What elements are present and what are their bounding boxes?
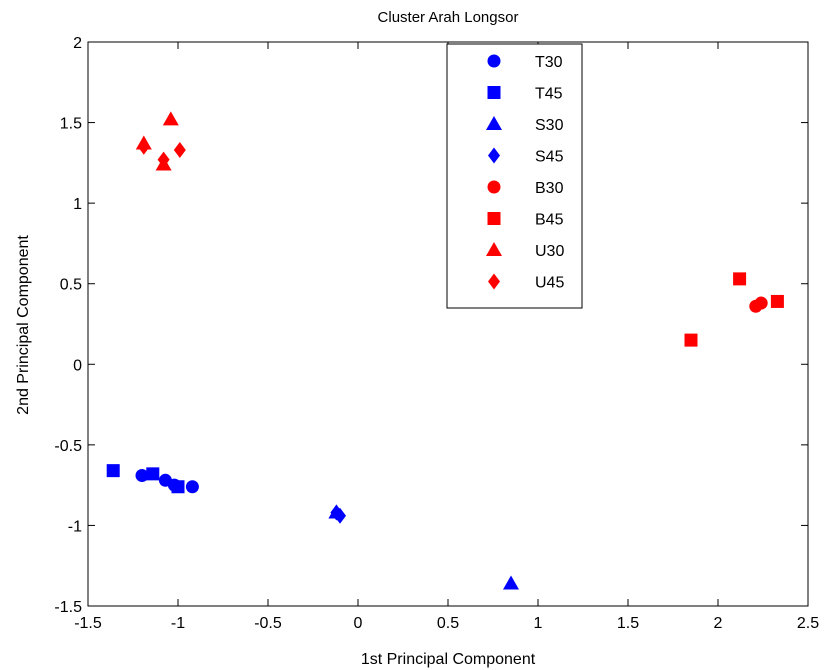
series-s45 bbox=[330, 504, 346, 524]
legend-box bbox=[446, 43, 583, 309]
legend-label: B30 bbox=[535, 180, 564, 197]
series-b30 bbox=[749, 296, 768, 313]
data-point-u45 bbox=[137, 138, 150, 155]
legend-label: T30 bbox=[535, 54, 563, 71]
x-tick-label: 0.5 bbox=[437, 615, 459, 632]
legend-label: U45 bbox=[535, 275, 564, 292]
series-u45 bbox=[137, 138, 186, 168]
legend-item: T45 bbox=[487, 86, 563, 103]
legend-label: S30 bbox=[535, 117, 564, 134]
x-tick-label: -0.5 bbox=[254, 615, 282, 632]
data-point-t45 bbox=[171, 480, 185, 494]
x-tick-label: -1.5 bbox=[74, 615, 102, 632]
legend-label: U30 bbox=[535, 243, 564, 260]
data-point-t30 bbox=[185, 480, 199, 494]
data-point-t45 bbox=[146, 467, 160, 481]
legend-label: S45 bbox=[535, 149, 564, 166]
data-point-b30 bbox=[754, 296, 768, 310]
legend-item: B30 bbox=[487, 180, 564, 197]
data-point-u30 bbox=[162, 111, 179, 126]
x-tick-label: 2 bbox=[714, 615, 723, 632]
y-tick-label: 2 bbox=[73, 35, 82, 52]
data-point-s45 bbox=[330, 504, 343, 521]
data-point-b45 bbox=[733, 272, 747, 286]
data-point-u45 bbox=[173, 141, 186, 158]
legend-item: U45 bbox=[488, 273, 564, 292]
x-tick-label: 1 bbox=[534, 615, 543, 632]
legend-item: S45 bbox=[488, 147, 564, 166]
legend-marker-s30 bbox=[486, 116, 502, 130]
legend-marker-s45 bbox=[488, 147, 500, 164]
data-point-s30 bbox=[503, 575, 519, 590]
series-t30 bbox=[135, 468, 199, 494]
legend-marker-b45 bbox=[487, 212, 501, 225]
data-point-b45 bbox=[770, 294, 784, 308]
legend: T30 T45 S30 S45 B30 B45 U30 U45 bbox=[446, 43, 583, 309]
legend-marker-t45 bbox=[487, 86, 501, 99]
x-tick-label: 1.5 bbox=[617, 615, 639, 632]
data-point-t45 bbox=[106, 464, 120, 478]
y-tick-label: -0.5 bbox=[54, 438, 82, 455]
y-tick-label: -1.5 bbox=[54, 599, 82, 616]
x-tick-label: 2.5 bbox=[797, 615, 819, 632]
y-axis-label: 2nd Principal Component bbox=[15, 235, 32, 415]
legend-marker-u45 bbox=[488, 273, 500, 290]
series-b45 bbox=[684, 272, 784, 347]
y-tick-label: 1 bbox=[73, 196, 82, 213]
legend-item: S30 bbox=[486, 116, 564, 134]
legend-marker-t30 bbox=[487, 54, 501, 68]
data-point-u45 bbox=[157, 151, 170, 168]
x-tick-label: -1 bbox=[171, 615, 185, 632]
series-t45 bbox=[106, 464, 185, 494]
y-tick-label: 0 bbox=[73, 357, 82, 374]
legend-marker-b30 bbox=[487, 180, 501, 194]
legend-label: T45 bbox=[535, 86, 563, 103]
y-tick-label: 1.5 bbox=[60, 116, 82, 133]
legend-item: B45 bbox=[487, 212, 564, 229]
data-point-b45 bbox=[684, 333, 698, 347]
legend-item: T30 bbox=[487, 54, 563, 71]
y-axis-ticks: -1.5 -1 -0.5 0 0.5 1 1.5 2 bbox=[54, 35, 808, 616]
y-tick-label: -1 bbox=[68, 518, 82, 535]
legend-item: U30 bbox=[486, 242, 564, 260]
legend-marker-u30 bbox=[486, 242, 502, 256]
data-markers bbox=[106, 111, 784, 590]
legend-label: B45 bbox=[535, 212, 564, 229]
chart-title: Cluster Arah Longsor bbox=[378, 9, 519, 26]
x-axis-label: 1st Principal Component bbox=[361, 651, 536, 668]
data-point-t30 bbox=[135, 468, 149, 482]
y-tick-label: 0.5 bbox=[60, 277, 82, 294]
x-tick-label: 0 bbox=[354, 615, 363, 632]
